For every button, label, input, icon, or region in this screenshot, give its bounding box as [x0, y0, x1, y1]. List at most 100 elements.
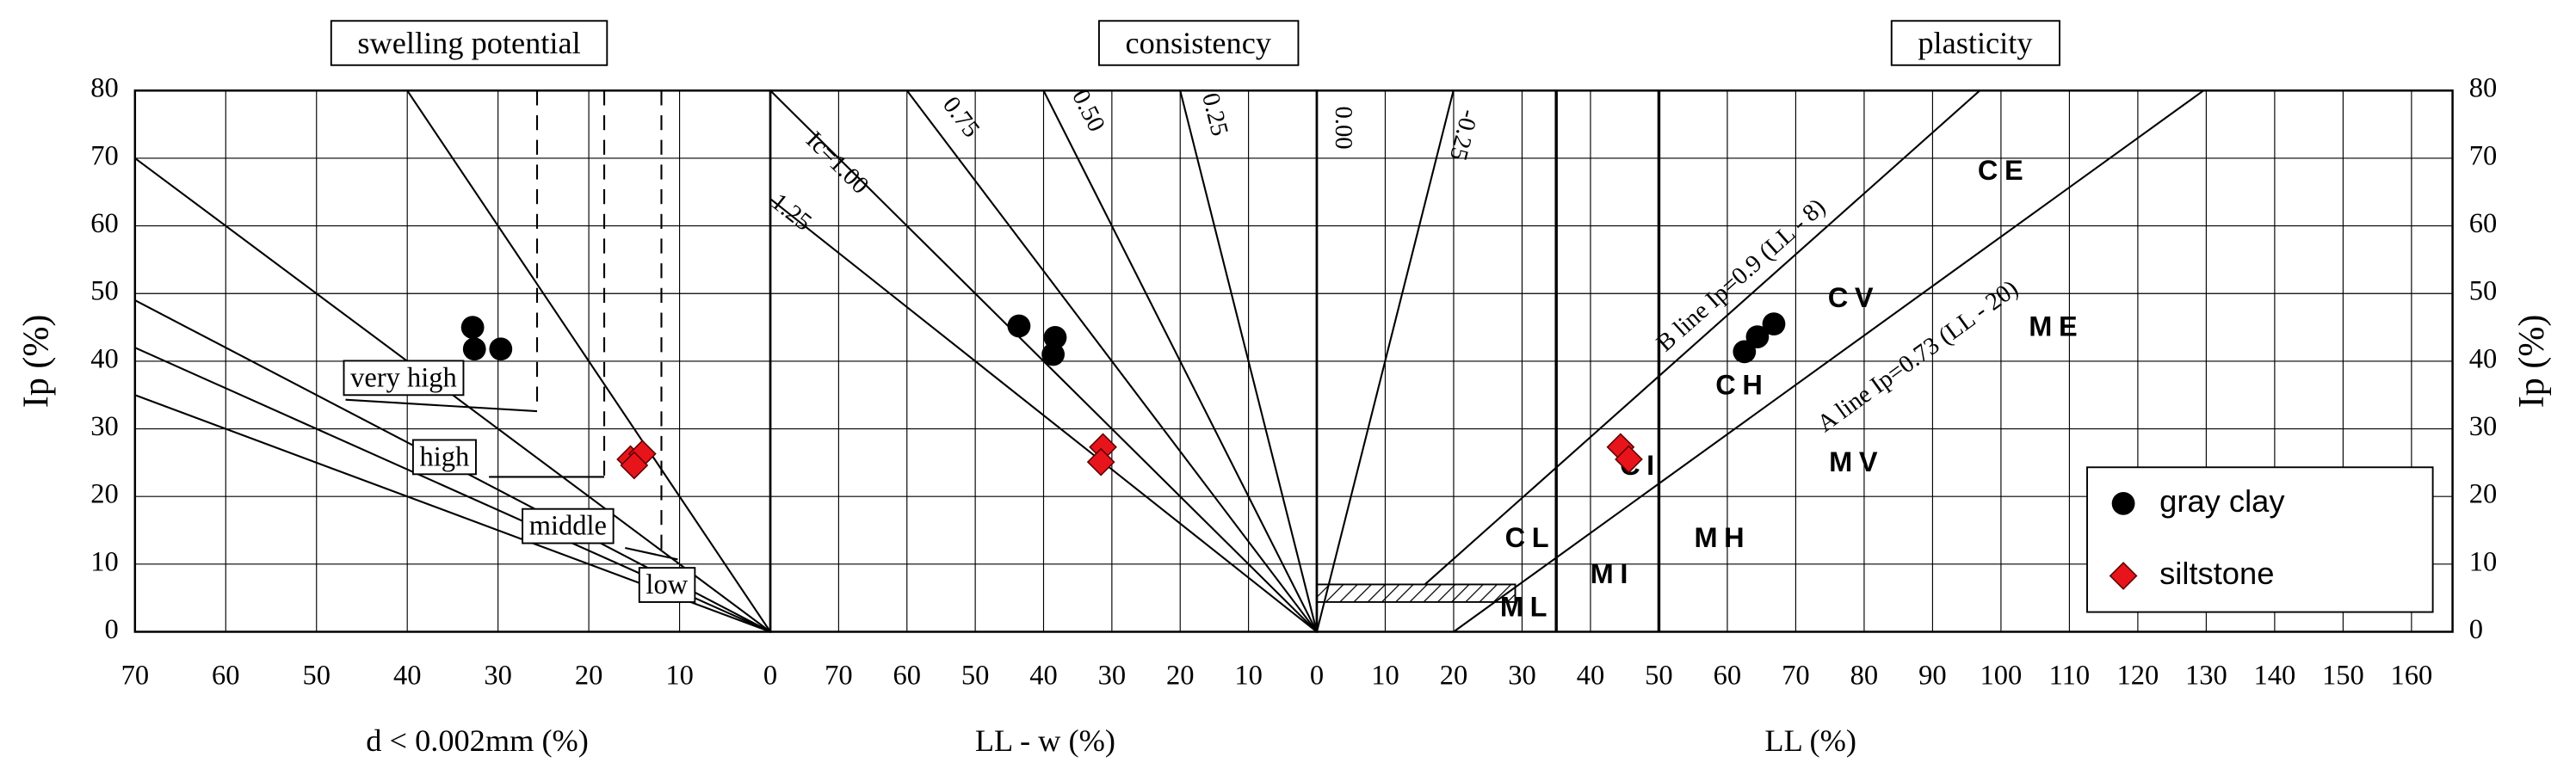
y-tick-label: 50: [2469, 276, 2497, 307]
data-point: [460, 316, 485, 339]
y-tick-label: 60: [2469, 208, 2497, 239]
reference-line: [905, 89, 1318, 633]
y-axis-label: Ip (%): [17, 315, 57, 409]
y-tick-label: 30: [90, 411, 119, 442]
legend-label: gray clay: [2159, 483, 2285, 519]
x-tick-label: 50: [1645, 661, 1673, 692]
y-tick-label: 30: [2469, 411, 2497, 442]
x-tick-label: 60: [893, 661, 922, 692]
reference-line: [625, 546, 678, 561]
reference-line: [1453, 89, 2204, 633]
x-axis-label: LL (%): [1764, 723, 1856, 758]
panel-frame: [1315, 89, 2454, 633]
x-tick-label: 10: [665, 661, 693, 692]
data-point: [1745, 325, 1770, 348]
legend-marker: [2111, 491, 2135, 515]
label-box: [1097, 20, 1300, 66]
zone-label: MI: [1591, 558, 1634, 589]
zone-label: MV: [1829, 446, 1884, 477]
x-tick-label: 50: [302, 661, 330, 692]
x-tick-label: 160: [2390, 661, 2432, 692]
x-tick-label: 140: [2254, 661, 2296, 692]
x-tick-label: 80: [1850, 661, 1878, 692]
x-tick-label: 150: [2322, 661, 2364, 692]
reference-line: [1424, 89, 1980, 586]
zone-label: CL: [1505, 522, 1556, 553]
label-box: [638, 567, 696, 603]
x-tick-label: 30: [1508, 661, 1536, 692]
legend-box: [2086, 466, 2434, 613]
panel-title: swelling potential: [357, 26, 580, 60]
y-tick-label: 20: [2469, 479, 2497, 510]
zone-label: ME: [2029, 311, 2084, 342]
zone-label: CH: [1715, 369, 1769, 400]
y-axis-label: Ip (%): [2512, 315, 2552, 409]
x-tick-label: 130: [2185, 661, 2227, 692]
legend-label: siltstone: [2159, 556, 2274, 591]
x-tick-label: 70: [121, 661, 150, 692]
label-box: [522, 507, 615, 544]
x-tick-label: 0: [1310, 661, 1324, 692]
label-box: [343, 360, 465, 397]
x-tick-label: 60: [1714, 661, 1741, 692]
reference-line: [1179, 90, 1318, 632]
region-label: very high: [350, 362, 457, 393]
reference-line: [345, 398, 538, 413]
data-point: [1007, 314, 1031, 338]
panel-title: plasticity: [1918, 26, 2033, 60]
data-point: [489, 337, 513, 361]
x-tick-label: 90: [1918, 661, 1947, 692]
zone-label: MH: [1694, 522, 1751, 553]
label-box: [1890, 20, 2060, 66]
data-point: [620, 451, 649, 480]
panel-title: consistency: [1126, 26, 1272, 60]
y-tick-label: 60: [90, 208, 119, 239]
y-tick-label: 20: [90, 479, 119, 510]
x-axis-label: LL - w (%): [975, 723, 1115, 758]
reference-line: [769, 89, 1318, 633]
x-tick-label: 20: [1440, 661, 1468, 692]
x-tick-label: 10: [1371, 661, 1399, 692]
hatched-zone: [1316, 583, 1517, 603]
zone-label: CV: [1828, 282, 1880, 313]
x-tick-label: 30: [1098, 661, 1127, 692]
x-tick-label: 40: [393, 661, 422, 692]
x-tick-label: 70: [1782, 661, 1809, 692]
region-label: low: [646, 569, 688, 600]
region-label: high: [420, 441, 470, 472]
data-point: [1733, 340, 1757, 364]
x-tick-label: 0: [763, 661, 777, 692]
data-point: [1762, 312, 1786, 336]
y-tick-label: 0: [2469, 614, 2483, 645]
data-point: [1041, 342, 1065, 366]
y-tick-label: 70: [2469, 140, 2497, 171]
legend-marker: [2109, 562, 2138, 590]
y-tick-label: 40: [2469, 343, 2497, 374]
reference-line: [1042, 89, 1318, 632]
x-tick-label: 60: [212, 661, 240, 692]
y-tick-label: 10: [2469, 546, 2497, 577]
data-point: [462, 337, 486, 361]
data-point: [1615, 445, 1643, 474]
x-tick-label: 70: [825, 661, 853, 692]
x-tick-label: 10: [1234, 661, 1263, 692]
y-tick-label: 70: [90, 140, 119, 171]
x-tick-label: 20: [1166, 661, 1195, 692]
line-label: 0.00: [1330, 106, 1357, 149]
data-point: [1086, 447, 1115, 477]
y-tick-label: 40: [90, 343, 119, 374]
y-tick-label: 0: [104, 614, 118, 645]
x-tick-label: 20: [575, 661, 603, 692]
x-tick-label: 30: [484, 661, 512, 692]
y-tick-label: 80: [2469, 73, 2497, 104]
x-tick-label: 40: [1577, 661, 1605, 692]
data-point: [1043, 325, 1067, 349]
label-box: [411, 439, 477, 476]
y-tick-label: 80: [90, 73, 119, 104]
y-tick-label: 50: [90, 276, 119, 307]
zone-label: ML: [1500, 591, 1554, 622]
x-tick-label: 50: [961, 661, 990, 692]
x-tick-label: 100: [1980, 661, 2023, 692]
